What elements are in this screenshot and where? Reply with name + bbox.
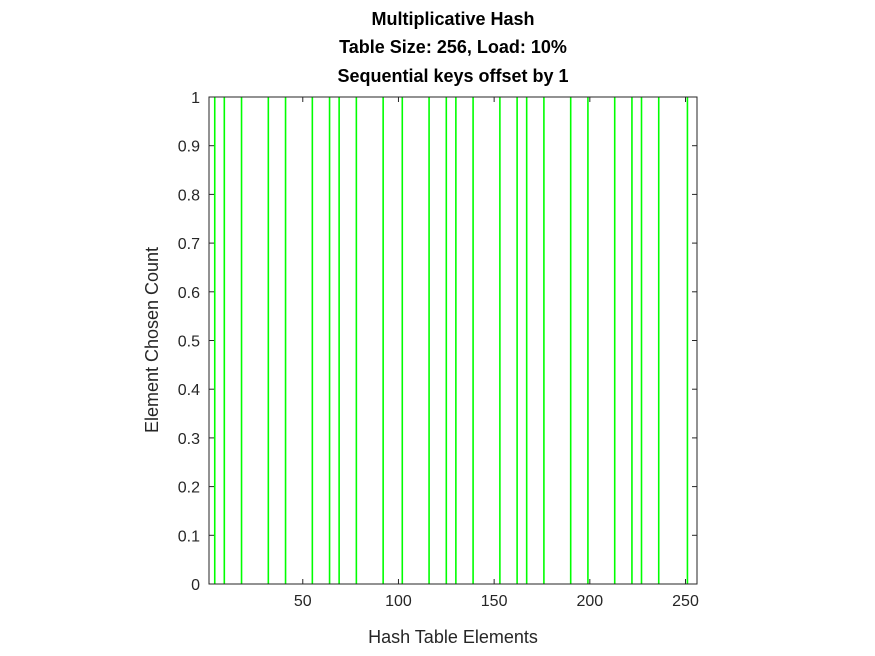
y-tick-label: 0.3 xyxy=(178,431,200,448)
x-tick-label: 50 xyxy=(294,593,312,610)
title-line-2: Table Size: 256, Load: 10% xyxy=(339,37,567,57)
y-tick-label: 0.1 xyxy=(178,528,200,545)
title-line-3: Sequential keys offset by 1 xyxy=(337,66,568,86)
title-line-1: Multiplicative Hash xyxy=(371,9,534,29)
x-tick-label: 100 xyxy=(385,593,412,610)
x-tick-label: 250 xyxy=(672,593,699,610)
y-tick-label: 0.2 xyxy=(178,480,200,497)
axes xyxy=(208,96,698,585)
ticks: 50 100 150 200 250 0 0.1 0.2 0.3 0.4 0.5 0.6 0.7 0.8 0… xyxy=(178,90,699,610)
y-tick-label: 0.9 xyxy=(178,139,200,156)
y-tick-label: 0.6 xyxy=(178,285,200,302)
y-tick-label: 0.4 xyxy=(178,382,200,399)
x-axis-label: Hash Table Elements xyxy=(368,627,538,647)
plot-frame xyxy=(208,96,698,585)
y-tick-label: 1 xyxy=(191,90,200,107)
x-tick-label: 150 xyxy=(481,593,508,610)
chart-title: Multiplicative Hash Table Size: 256, Loa… xyxy=(337,9,568,86)
y-axis-label: Element Chosen Count xyxy=(142,247,162,433)
x-tick-label: 200 xyxy=(576,593,603,610)
bar-series xyxy=(213,97,689,584)
y-tick-label: 0 xyxy=(191,577,200,594)
y-tick-label: 0.5 xyxy=(178,334,200,351)
y-tick-label: 0.7 xyxy=(178,236,200,253)
y-tick-label: 0.8 xyxy=(178,187,200,204)
